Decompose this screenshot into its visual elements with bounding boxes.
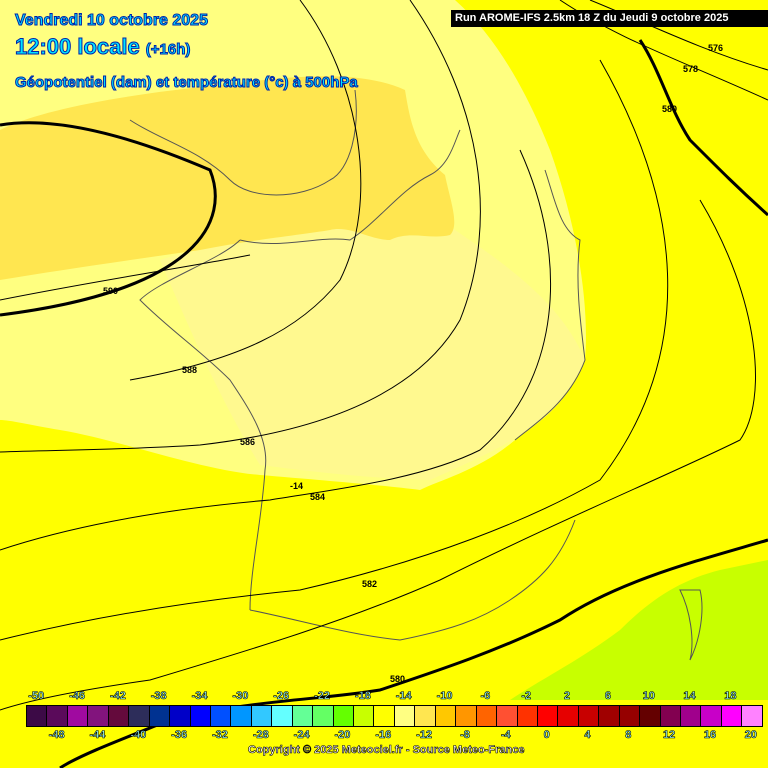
legend-swatch: [67, 706, 89, 726]
legend-label: -34: [191, 690, 208, 703]
legend-swatch: [272, 706, 293, 726]
temp-zone-minus12: [0, 76, 455, 280]
legend-swatch: [27, 706, 48, 726]
legend-label: -10: [436, 690, 453, 703]
legend-label: 8: [625, 729, 632, 742]
legend-label: 20: [744, 729, 757, 742]
legend-label: -46: [69, 690, 86, 703]
legend-label: -2: [521, 690, 532, 703]
legend-label: -16: [375, 729, 392, 742]
legend-label: 18: [724, 690, 737, 703]
legend-swatch: [456, 706, 477, 726]
legend-label: -26: [273, 690, 290, 703]
legend-label: -24: [293, 729, 310, 742]
run-banner: Run AROME-IFS 2.5km 18 Z du Jeudi 9 octo…: [451, 10, 768, 27]
legend-swatch: [210, 706, 232, 726]
legend-swatch: [578, 706, 600, 726]
legend-swatch: [742, 706, 762, 726]
contour-label: 580: [662, 104, 677, 114]
legend-swatch: [537, 706, 559, 726]
legend-swatch: [619, 706, 641, 726]
contour-label: -14: [290, 481, 303, 491]
contour-label: 578: [683, 64, 698, 74]
forecast-time-label: 12:00 locale: [15, 34, 141, 60]
legend-swatch: [640, 706, 661, 726]
contour-label: 586: [240, 437, 255, 447]
legend-label: -44: [89, 729, 106, 742]
legend-swatch: [497, 706, 518, 726]
legend-label: -8: [460, 729, 470, 742]
legend-label: 16: [703, 729, 717, 742]
legend-swatch: [415, 706, 436, 726]
legend-swatch: [517, 706, 538, 726]
legend-label: -42: [109, 690, 127, 703]
contour-label: 580: [390, 674, 405, 684]
legend-swatch: [558, 706, 579, 726]
legend-label: -14: [395, 690, 412, 703]
legend-swatch: [701, 706, 722, 726]
legend-swatch: [435, 706, 457, 726]
legend-label: 0: [543, 729, 550, 742]
legend-label: -20: [334, 729, 351, 742]
legend-label: -38: [150, 690, 167, 703]
contour-label: 590: [103, 286, 118, 296]
legend-swatch: [190, 706, 211, 726]
legend-label: 2: [563, 690, 571, 703]
contour-label: 576: [708, 43, 723, 53]
legend-label: -6: [480, 690, 491, 703]
legend-label: -18: [354, 690, 372, 703]
legend-label: 6: [604, 690, 612, 703]
legend-swatch: [394, 706, 416, 726]
legend-swatch: [88, 706, 109, 726]
contour-label: 582: [362, 579, 377, 589]
parameter-title: Géopotentiel (dam) et température (°c) à…: [15, 74, 359, 92]
legend-swatch: [313, 706, 334, 726]
legend-swatch: [354, 706, 375, 726]
legend-swatch: [292, 706, 314, 726]
legend-label: -30: [232, 690, 249, 703]
legend-swatch: [374, 706, 395, 726]
legend-swatch: [251, 706, 273, 726]
legend-swatch: [47, 706, 68, 726]
legend-swatch: [108, 706, 130, 726]
legend-swatch: [476, 706, 498, 726]
copyright: Copyright © 2025 Meteociel.fr - Source M…: [248, 744, 525, 757]
legend-swatch: [129, 706, 150, 726]
legend-label: 14: [683, 690, 696, 703]
coastlines: [129, 89, 703, 661]
legend-label: -32: [212, 729, 229, 742]
legend-swatch: [149, 706, 171, 726]
forecast-time: 12:00 locale (+16h): [15, 34, 191, 60]
legend-label: 12: [663, 729, 676, 742]
legend-label: -4: [500, 729, 511, 742]
legend-label: -28: [252, 729, 270, 742]
legend-label: -12: [416, 729, 433, 742]
legend-swatch: [681, 706, 702, 726]
legend-swatch: [660, 706, 681, 726]
forecast-date: Vendredi 10 octobre 2025: [15, 12, 209, 30]
legend-label: -48: [48, 729, 65, 742]
legend-label: 10: [642, 690, 655, 703]
color-legend: [26, 705, 763, 727]
legend-swatch: [231, 706, 252, 726]
legend-label: -50: [28, 690, 45, 703]
legend-swatch: [333, 706, 354, 726]
legend-label: 4: [584, 729, 591, 742]
legend-swatch: [599, 706, 620, 726]
temp-zone-minus18: [510, 560, 768, 700]
legend-swatch: [170, 706, 191, 726]
legend-label: -40: [130, 729, 147, 742]
legend-label: -36: [171, 729, 188, 742]
contour-label: 588: [182, 365, 197, 375]
lead-time: (+16h): [145, 41, 191, 59]
legend-swatch: [721, 706, 743, 726]
legend-label: -22: [314, 690, 331, 703]
contour-label: 584: [310, 492, 325, 502]
temp-zone-minus14-inner: [160, 220, 585, 480]
contour-labels: 576 578 580 590 588 586 584 582 580 -14: [103, 43, 723, 684]
